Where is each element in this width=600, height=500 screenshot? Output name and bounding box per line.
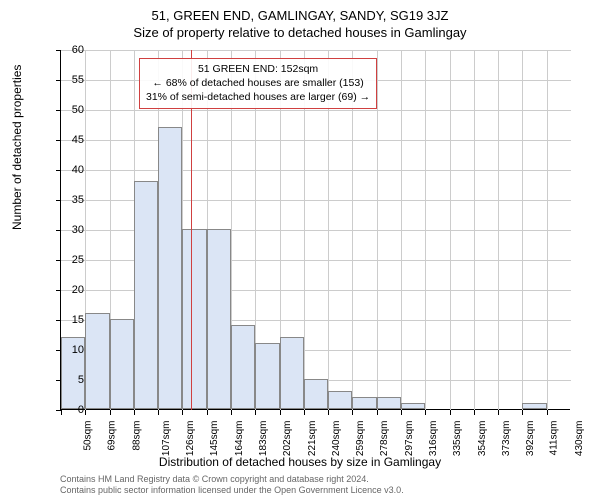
grid-line-h — [61, 170, 571, 171]
x-tick-label: 50sqm — [83, 421, 94, 451]
x-tick — [474, 410, 475, 415]
x-tick — [182, 410, 183, 415]
y-tick-label: 55 — [44, 74, 84, 86]
histogram-bar — [110, 319, 134, 409]
x-tick-label: 202sqm — [282, 421, 293, 457]
y-tick-label: 5 — [44, 374, 84, 386]
y-tick-label: 10 — [44, 344, 84, 356]
y-tick-label: 60 — [44, 44, 84, 56]
chart-container: 51, GREEN END, GAMLINGAY, SANDY, SG19 3J… — [0, 0, 600, 500]
x-tick — [377, 410, 378, 415]
histogram-bar — [231, 325, 255, 409]
footer-line-1: Contains HM Land Registry data © Crown c… — [60, 474, 404, 485]
histogram-bar — [522, 403, 546, 409]
x-tick-label: 126sqm — [185, 421, 196, 457]
x-tick-label: 88sqm — [131, 421, 142, 451]
grid-line-v — [547, 50, 548, 410]
x-tick-label: 145sqm — [210, 421, 221, 457]
x-tick — [158, 410, 159, 415]
x-tick-label: 69sqm — [107, 421, 118, 451]
annotation-line: ← 68% of detached houses are smaller (15… — [146, 76, 370, 90]
y-tick-label: 25 — [44, 254, 84, 266]
grid-line-v — [450, 50, 451, 410]
x-tick — [498, 410, 499, 415]
x-tick-label: 430sqm — [574, 421, 585, 457]
title-main: 51, GREEN END, GAMLINGAY, SANDY, SG19 3J… — [0, 0, 600, 23]
x-tick-label: 259sqm — [355, 421, 366, 457]
histogram-bar — [401, 403, 425, 409]
y-tick-label: 35 — [44, 194, 84, 206]
x-tick-label: 373sqm — [501, 421, 512, 457]
x-tick — [255, 410, 256, 415]
y-tick-label: 0 — [44, 404, 84, 416]
y-tick-label: 30 — [44, 224, 84, 236]
histogram-bar — [280, 337, 304, 409]
x-tick-label: 107sqm — [161, 421, 172, 457]
x-tick-label: 411sqm — [549, 421, 560, 456]
histogram-bar — [352, 397, 376, 409]
y-tick-label: 20 — [44, 284, 84, 296]
chart-area: 50sqm69sqm88sqm107sqm126sqm145sqm164sqm1… — [60, 50, 570, 410]
x-tick — [85, 410, 86, 415]
y-tick-label: 50 — [44, 104, 84, 116]
x-tick-label: 316sqm — [428, 421, 439, 457]
grid-line-v — [474, 50, 475, 410]
grid-line-h — [61, 140, 571, 141]
footer-attribution: Contains HM Land Registry data © Crown c… — [60, 474, 404, 496]
x-axis-label: Distribution of detached houses by size … — [0, 455, 600, 469]
x-tick — [401, 410, 402, 415]
annotation-box: 51 GREEN END: 152sqm← 68% of detached ho… — [139, 58, 377, 109]
x-tick — [352, 410, 353, 415]
x-tick-label: 164sqm — [234, 421, 245, 457]
x-tick-label: 240sqm — [331, 421, 342, 457]
histogram-bar — [85, 313, 109, 409]
grid-line-v — [522, 50, 523, 410]
x-tick-label: 297sqm — [404, 421, 415, 457]
x-tick-label: 183sqm — [258, 421, 269, 457]
histogram-bar — [377, 397, 401, 409]
histogram-bar — [328, 391, 352, 409]
x-tick — [134, 410, 135, 415]
x-tick — [231, 410, 232, 415]
x-tick — [425, 410, 426, 415]
x-tick — [110, 410, 111, 415]
y-axis-label: Number of detached properties — [10, 65, 24, 230]
x-tick-label: 354sqm — [477, 421, 488, 457]
annotation-line: 51 GREEN END: 152sqm — [146, 62, 370, 76]
x-tick — [522, 410, 523, 415]
grid-line-h — [61, 110, 571, 111]
x-tick — [207, 410, 208, 415]
histogram-bar — [158, 127, 182, 409]
y-tick-label: 45 — [44, 134, 84, 146]
title-sub: Size of property relative to detached ho… — [0, 23, 600, 40]
x-tick-label: 221sqm — [307, 421, 318, 457]
x-tick-label: 335sqm — [452, 421, 463, 457]
annotation-line: 31% of semi-detached houses are larger (… — [146, 90, 370, 104]
grid-line-v — [425, 50, 426, 410]
grid-line-h — [61, 50, 571, 51]
grid-line-v — [401, 50, 402, 410]
histogram-bar — [134, 181, 158, 409]
x-tick — [547, 410, 548, 415]
x-tick — [304, 410, 305, 415]
x-tick — [450, 410, 451, 415]
histogram-bar — [207, 229, 231, 409]
histogram-bar — [255, 343, 279, 409]
x-tick — [280, 410, 281, 415]
histogram-bar — [304, 379, 328, 409]
y-tick-label: 40 — [44, 164, 84, 176]
x-tick-label: 392sqm — [525, 421, 536, 457]
x-tick — [328, 410, 329, 415]
grid-line-v — [498, 50, 499, 410]
y-tick-label: 15 — [44, 314, 84, 326]
plot-area: 50sqm69sqm88sqm107sqm126sqm145sqm164sqm1… — [60, 50, 570, 410]
footer-line-2: Contains public sector information licen… — [60, 485, 404, 496]
x-tick-label: 278sqm — [380, 421, 391, 457]
histogram-bar — [182, 229, 206, 409]
